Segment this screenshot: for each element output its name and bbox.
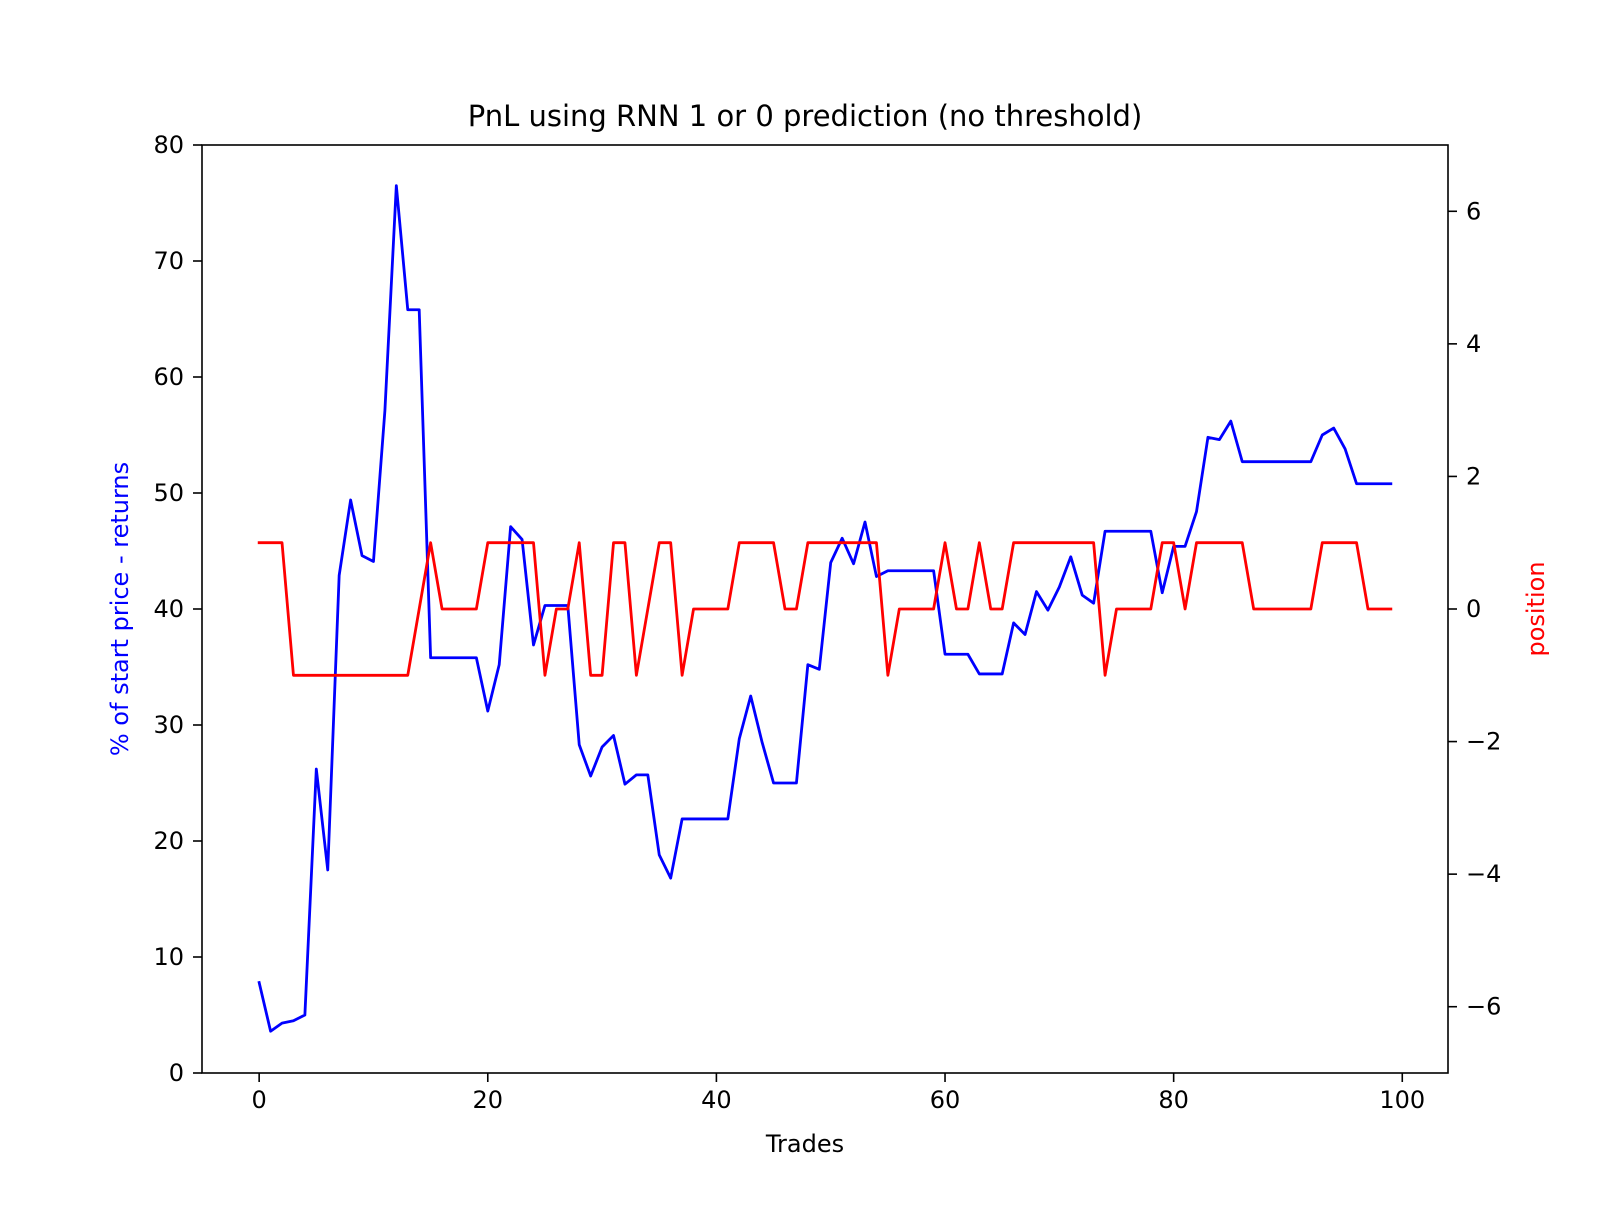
y-left-tick-label: 0 xyxy=(169,1059,184,1087)
y-axis-label-right: position xyxy=(1522,561,1550,656)
x-tick-label: 20 xyxy=(473,1086,504,1114)
y-right-tick-label: 4 xyxy=(1466,330,1481,358)
x-tick-label: 60 xyxy=(930,1086,961,1114)
axes-layer: 0 20 40 60 80 100 0 10 20 30 40 50 60 70 80 −6 −4 −2 0 2 4 6 xyxy=(153,131,1501,1114)
x-tick-label: 100 xyxy=(1379,1086,1425,1114)
y-left-tick-label: 60 xyxy=(153,363,184,391)
y-right-tick-label: −6 xyxy=(1466,993,1501,1021)
y-right-tick-label: −2 xyxy=(1466,728,1501,756)
y-left-tick-label: 50 xyxy=(153,479,184,507)
series-layer xyxy=(257,184,1393,1033)
y-left-tick-label: 20 xyxy=(153,827,184,855)
series-line-returns xyxy=(257,184,1393,1033)
x-tick-label: 80 xyxy=(1158,1086,1189,1114)
y-axis-label-left: % of start price - returns xyxy=(106,462,134,756)
x-axis-label: Trades xyxy=(765,1130,844,1158)
y-left-tick-label: 40 xyxy=(153,595,184,623)
y-right-tick-label: 2 xyxy=(1466,462,1481,490)
y-right-tick-label: 6 xyxy=(1466,197,1481,225)
chart-title: PnL using RNN 1 or 0 prediction (no thre… xyxy=(468,99,1143,133)
y-left-tick-label: 30 xyxy=(153,711,184,739)
y-right-tick-label: 0 xyxy=(1466,595,1481,623)
y-left-tick-label: 70 xyxy=(153,247,184,275)
y-right-tick-label: −4 xyxy=(1466,860,1501,888)
x-tick-label: 0 xyxy=(252,1086,267,1114)
series-line-position xyxy=(257,541,1393,677)
y-left-tick-label: 80 xyxy=(153,131,184,159)
y-left-tick-label: 10 xyxy=(153,943,184,971)
x-tick-label: 40 xyxy=(701,1086,732,1114)
